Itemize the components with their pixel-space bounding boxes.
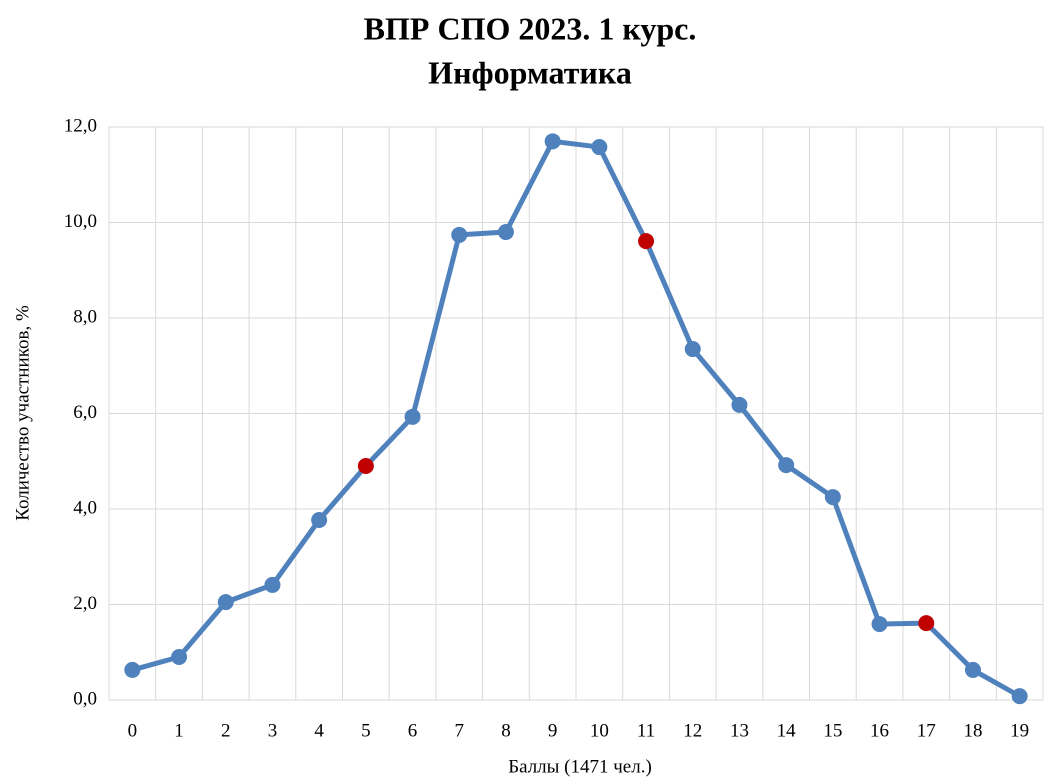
y-tick-label: 10,0 (64, 211, 97, 232)
marker (731, 396, 748, 413)
marker (871, 616, 888, 633)
x-tick-label: 13 (730, 720, 749, 741)
x-tick-label: 6 (408, 720, 418, 741)
marker (918, 615, 935, 632)
x-tick-label: 10 (590, 720, 609, 741)
x-tick-label: 11 (637, 720, 655, 741)
y-tick-label: 4,0 (73, 497, 97, 518)
y-tick-label: 8,0 (73, 306, 97, 327)
marker (124, 661, 141, 678)
chart-title: Информатика (428, 54, 632, 90)
marker (824, 489, 841, 506)
x-tick-label: 3 (268, 720, 278, 741)
x-tick-label: 17 (917, 720, 936, 741)
x-tick-label: 12 (683, 720, 702, 741)
x-tick-label: 19 (1010, 720, 1029, 741)
x-tick-label: 1 (174, 720, 184, 741)
marker (684, 341, 701, 358)
line (131, 138, 1021, 699)
x-tick-label: 14 (777, 720, 797, 741)
x-tick-label: 16 (870, 720, 889, 741)
marker (171, 649, 188, 666)
marker (591, 139, 608, 156)
y-tick-label: 6,0 (73, 402, 97, 423)
x-tick-label: 7 (455, 720, 465, 741)
marker (404, 408, 421, 425)
x-tick-label: 15 (823, 720, 842, 741)
x-tick-label: 8 (501, 720, 511, 741)
marker (357, 458, 374, 475)
x-tick-label: 2 (221, 720, 231, 741)
x-tick-label: 5 (361, 720, 371, 741)
marker (217, 594, 234, 611)
marker (497, 224, 514, 241)
marker (964, 661, 981, 678)
y-tick-label: 2,0 (73, 593, 97, 614)
x-tick-label: 0 (128, 720, 138, 741)
marker (778, 457, 795, 474)
marker (451, 226, 468, 243)
y-axis-label: Количество участников, % (12, 305, 33, 521)
x-tick-label: 4 (314, 720, 324, 741)
marker (1011, 688, 1028, 705)
y-tick-label: 0,0 (73, 688, 97, 709)
x-tick-label: 18 (963, 720, 982, 741)
y-tick-label: 12,0 (64, 115, 97, 136)
marker (311, 511, 328, 528)
marker (638, 233, 655, 250)
marker (264, 576, 281, 593)
chart-title: ВПР СПО 2023. 1 курс. (364, 10, 697, 46)
x-tick-label: 9 (548, 720, 558, 741)
marker (544, 133, 561, 150)
x-axis-label: Баллы (1471 чел.) (508, 756, 652, 777)
